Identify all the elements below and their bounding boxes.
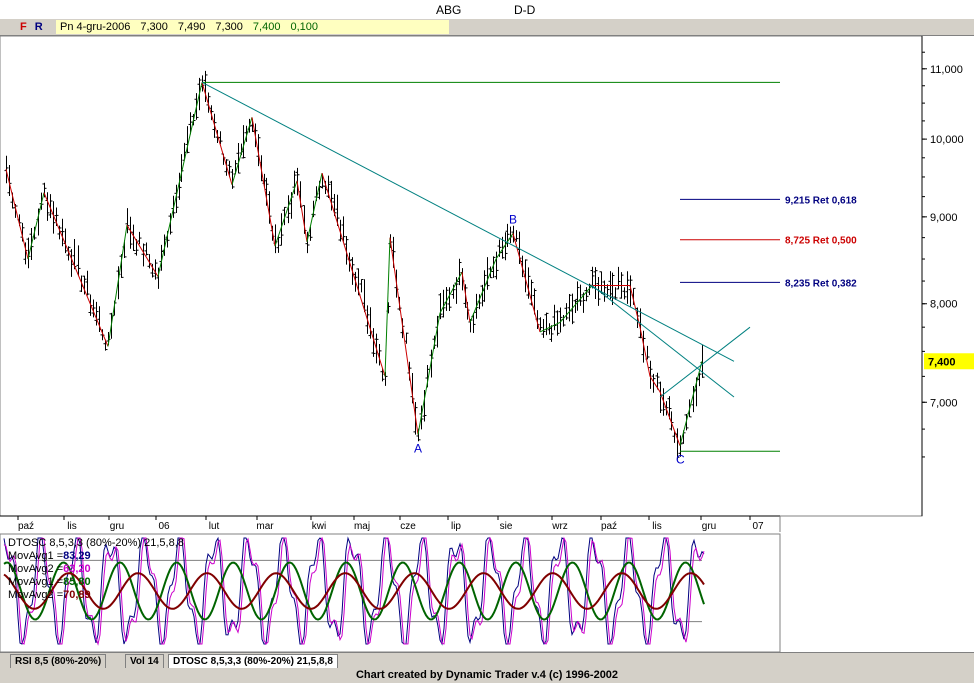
swing-label-a: A	[414, 442, 422, 456]
last-price-tag	[924, 353, 974, 370]
retracement-label: 9,215 Ret 0,618	[785, 195, 857, 206]
x-tick-label: gru	[702, 521, 716, 532]
y-tick-label: 11,000	[930, 64, 963, 76]
y-tick-label: 9,000	[930, 212, 958, 224]
osc-line-movavg1-slow	[3, 561, 705, 621]
x-tick-label: maj	[354, 521, 370, 532]
symbol-label: ABG	[436, 3, 462, 17]
swing-down-line	[461, 272, 471, 323]
quote-high: 7,490	[177, 21, 206, 33]
tab-vol[interactable]: Vol 14	[125, 654, 164, 669]
swing-down-line	[251, 117, 276, 247]
osc-legend-item: MovAvg1 =85,80	[8, 576, 91, 588]
x-tick-label: lis	[652, 521, 661, 532]
swing-down-line	[629, 285, 641, 328]
x-tick-label: sie	[500, 521, 513, 532]
osc-legend-value: 85,80	[63, 576, 91, 588]
swing-label-b: B	[509, 212, 517, 226]
rising-trendline	[659, 326, 751, 398]
swing-up-line	[495, 233, 514, 260]
r-button[interactable]: R	[34, 21, 43, 33]
osc-legend-item: MovAvg2 =70,89	[8, 589, 91, 601]
tab-dtosc[interactable]: DTOSC 8,5,3,3 (80%-20%) 21,5,8,8	[168, 654, 338, 669]
main-trendline	[201, 81, 735, 362]
osc-line-movavg2-fast	[3, 536, 705, 646]
osc-legend-item: MovAvg1 =83,29	[8, 550, 91, 562]
x-tick-label: mar	[256, 521, 274, 532]
x-tick-label: kwi	[312, 521, 326, 532]
retracement-label: 8,725 Ret 0,500	[785, 236, 857, 247]
swing-down-line	[5, 169, 29, 260]
swing-up-line	[679, 361, 703, 446]
swing-up-line	[539, 321, 561, 333]
swing-down-line	[321, 172, 386, 377]
osc-legend-item: MovAvg2 =63,20	[8, 563, 91, 575]
swing-up-line	[27, 192, 45, 260]
swing-label-c: C	[676, 453, 685, 467]
osc-title: DTOSC 8,5,3,3 (80%-20%) 21,5,8,8	[8, 537, 184, 549]
swing-up-line	[231, 117, 253, 185]
x-tick-label: 07	[752, 521, 764, 532]
swing-up-line	[417, 312, 441, 435]
x-tick-label: lut	[209, 521, 220, 532]
osc-legend-name: MovAvg1 =	[8, 550, 63, 562]
y-tick-label: 10,000	[930, 134, 964, 146]
x-tick-label: paź	[601, 521, 617, 532]
quote-box: Pn 4-gru-2006 7,300 7,490 7,300 7,400 0,…	[56, 20, 449, 34]
swing-down-line	[512, 233, 541, 333]
x-tick-label: gru	[110, 521, 124, 532]
fr-buttons: F R	[0, 19, 56, 35]
price-pane	[0, 36, 923, 517]
x-tick-label: lis	[67, 521, 76, 532]
swing-down-line	[389, 237, 419, 435]
swing-down-line	[659, 391, 681, 446]
footer-credit: Chart created by Dynamic Trader v.4 (c) …	[0, 668, 974, 683]
swing-up-line	[439, 271, 463, 314]
quote-close: 7,400	[252, 21, 281, 33]
swing-down-line	[126, 224, 159, 277]
x-axis-strip	[0, 516, 780, 532]
tab-rsi[interactable]: RSI 8,5 (80%-20%)	[10, 654, 107, 669]
y-tick-label: 7,000	[930, 397, 958, 409]
swing-up-line	[384, 237, 391, 377]
price-chart[interactable]: 7,000 8,000 9,000 10,000 11,000 7,400 A B C 9,215…	[0, 36, 974, 652]
swing-down-line	[201, 82, 233, 185]
osc-legend-value: 63,20	[63, 563, 91, 575]
swing-up-line	[469, 258, 497, 323]
osc-legend-name: MovAvg2 =	[8, 563, 63, 575]
osc-legend-name: MovAvg2 =	[8, 589, 63, 601]
period-label: D-D	[514, 3, 536, 17]
osc-legend-value: 70,89	[63, 589, 91, 601]
swing-down-line	[639, 327, 651, 377]
x-tick-label: cze	[400, 521, 416, 532]
last-price-label: 7,400	[928, 356, 956, 368]
swing-down-line	[296, 180, 308, 242]
x-tick-label: wrz	[551, 521, 568, 532]
swing-up-line	[274, 180, 298, 247]
quote-change: 0,100	[290, 21, 318, 33]
retracement-label: 8,235 Ret 0,382	[785, 278, 857, 289]
swing-down-line	[43, 192, 109, 347]
swing-up-line	[306, 172, 323, 242]
x-tick-label: lip	[451, 521, 461, 532]
swing-up-line	[107, 225, 128, 347]
info-bar: F R Pn 4-gru-2006 7,300 7,490 7,300 7,40…	[0, 19, 974, 36]
quote-low: 7,300	[215, 21, 243, 33]
swing-up-line	[157, 82, 203, 277]
x-tick-label: paź	[18, 521, 34, 532]
osc-legend-value: 83,29	[63, 550, 91, 562]
swing-down-line	[649, 376, 661, 393]
osc-line-movavg2-slow	[3, 572, 705, 610]
y-tick-label: 8,000	[930, 299, 958, 311]
f-button[interactable]: F	[20, 21, 27, 33]
swing-up-line	[559, 285, 593, 323]
osc-legend-name: MovAvg1 =	[8, 576, 63, 588]
quote-date: Pn 4-gru-2006	[60, 21, 131, 33]
indicator-tabs: RSI 8,5 (80%-20%) Vol 14 DTOSC 8,5,3,3 (…	[0, 652, 974, 669]
oscillator-pane	[0, 533, 781, 652]
quote-open: 7,300	[140, 21, 168, 33]
x-tick-label: 06	[158, 521, 170, 532]
secondary-trendline	[591, 285, 735, 398]
title-bar: ABG D-D	[0, 0, 974, 20]
